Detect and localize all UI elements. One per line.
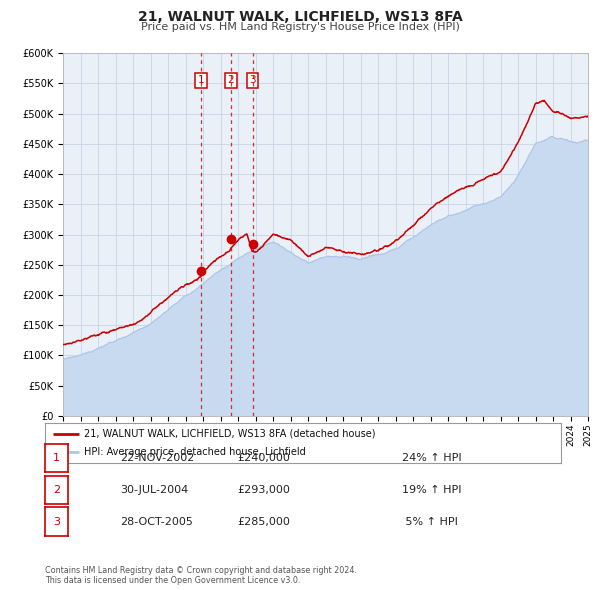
Text: 21, WALNUT WALK, LICHFIELD, WS13 8FA: 21, WALNUT WALK, LICHFIELD, WS13 8FA [137,10,463,24]
Text: Contains HM Land Registry data © Crown copyright and database right 2024.
This d: Contains HM Land Registry data © Crown c… [45,566,357,585]
Text: 3: 3 [249,76,256,86]
Text: 30-JUL-2004: 30-JUL-2004 [120,485,188,494]
Text: Price paid vs. HM Land Registry's House Price Index (HPI): Price paid vs. HM Land Registry's House … [140,22,460,32]
Text: 19% ↑ HPI: 19% ↑ HPI [402,485,461,494]
Text: 3: 3 [53,517,60,526]
Text: HPI: Average price, detached house, Lichfield: HPI: Average price, detached house, Lich… [83,447,305,457]
Text: 1: 1 [198,76,205,86]
Text: £285,000: £285,000 [238,517,290,526]
Text: 2: 2 [53,485,60,494]
Text: 2: 2 [227,76,234,86]
Text: 28-OCT-2005: 28-OCT-2005 [120,517,193,526]
Text: 5% ↑ HPI: 5% ↑ HPI [402,517,458,526]
Text: 1: 1 [53,453,60,463]
Text: 24% ↑ HPI: 24% ↑ HPI [402,453,461,463]
Text: 22-NOV-2002: 22-NOV-2002 [120,453,194,463]
Text: £240,000: £240,000 [238,453,290,463]
Text: £293,000: £293,000 [238,485,290,494]
Text: 21, WALNUT WALK, LICHFIELD, WS13 8FA (detached house): 21, WALNUT WALK, LICHFIELD, WS13 8FA (de… [83,429,375,439]
